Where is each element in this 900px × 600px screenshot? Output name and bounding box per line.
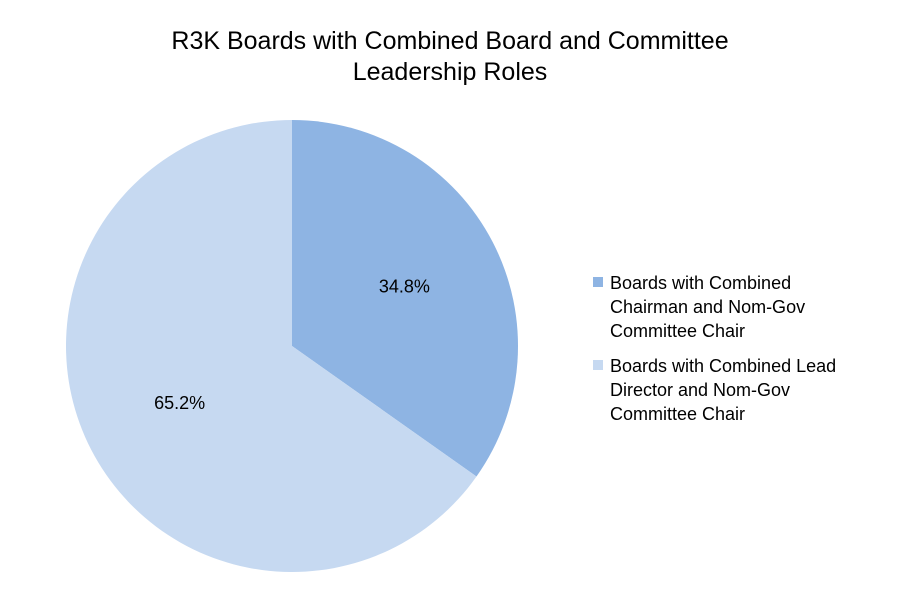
- legend-label-chairman-line-2: Chairman and Nom-Gov: [610, 297, 806, 317]
- legend-swatch-chairman: [593, 277, 603, 287]
- legend-label-chairman-line-1: Boards with Combined: [610, 273, 792, 293]
- pie-slice-chairman: [292, 120, 519, 477]
- chart-title: R3K Boards with Combined Board and Commi…: [0, 26, 900, 88]
- chart-title-line-2: Leadership Roles: [352, 58, 548, 86]
- legend-label-lead-director-line-2: Director and Nom-Gov: [610, 380, 791, 400]
- legend-label-chairman-line-3: Committee Chair: [610, 321, 746, 341]
- legend-entry-chairman: Boards with Combined Chairman and Nom-Go…: [593, 271, 893, 343]
- legend-label-lead-director-line-1: Boards with Combined Lead: [610, 356, 837, 376]
- chart-title-line-1: R3K Boards with Combined Board and Commi…: [171, 27, 729, 55]
- legend-entry-lead-director: Boards with Combined Lead Director and N…: [593, 354, 893, 426]
- legend: Boards with Combined Chairman and Nom-Go…: [593, 271, 893, 437]
- data-label-chairman: 34.8%: [379, 277, 430, 297]
- legend-label-lead-director-line-3: Committee Chair: [610, 404, 746, 424]
- legend-swatch-lead-director: [593, 360, 603, 370]
- data-label-lead-director: 65.2%: [154, 393, 205, 413]
- pie-slice-lead-director: [66, 120, 477, 572]
